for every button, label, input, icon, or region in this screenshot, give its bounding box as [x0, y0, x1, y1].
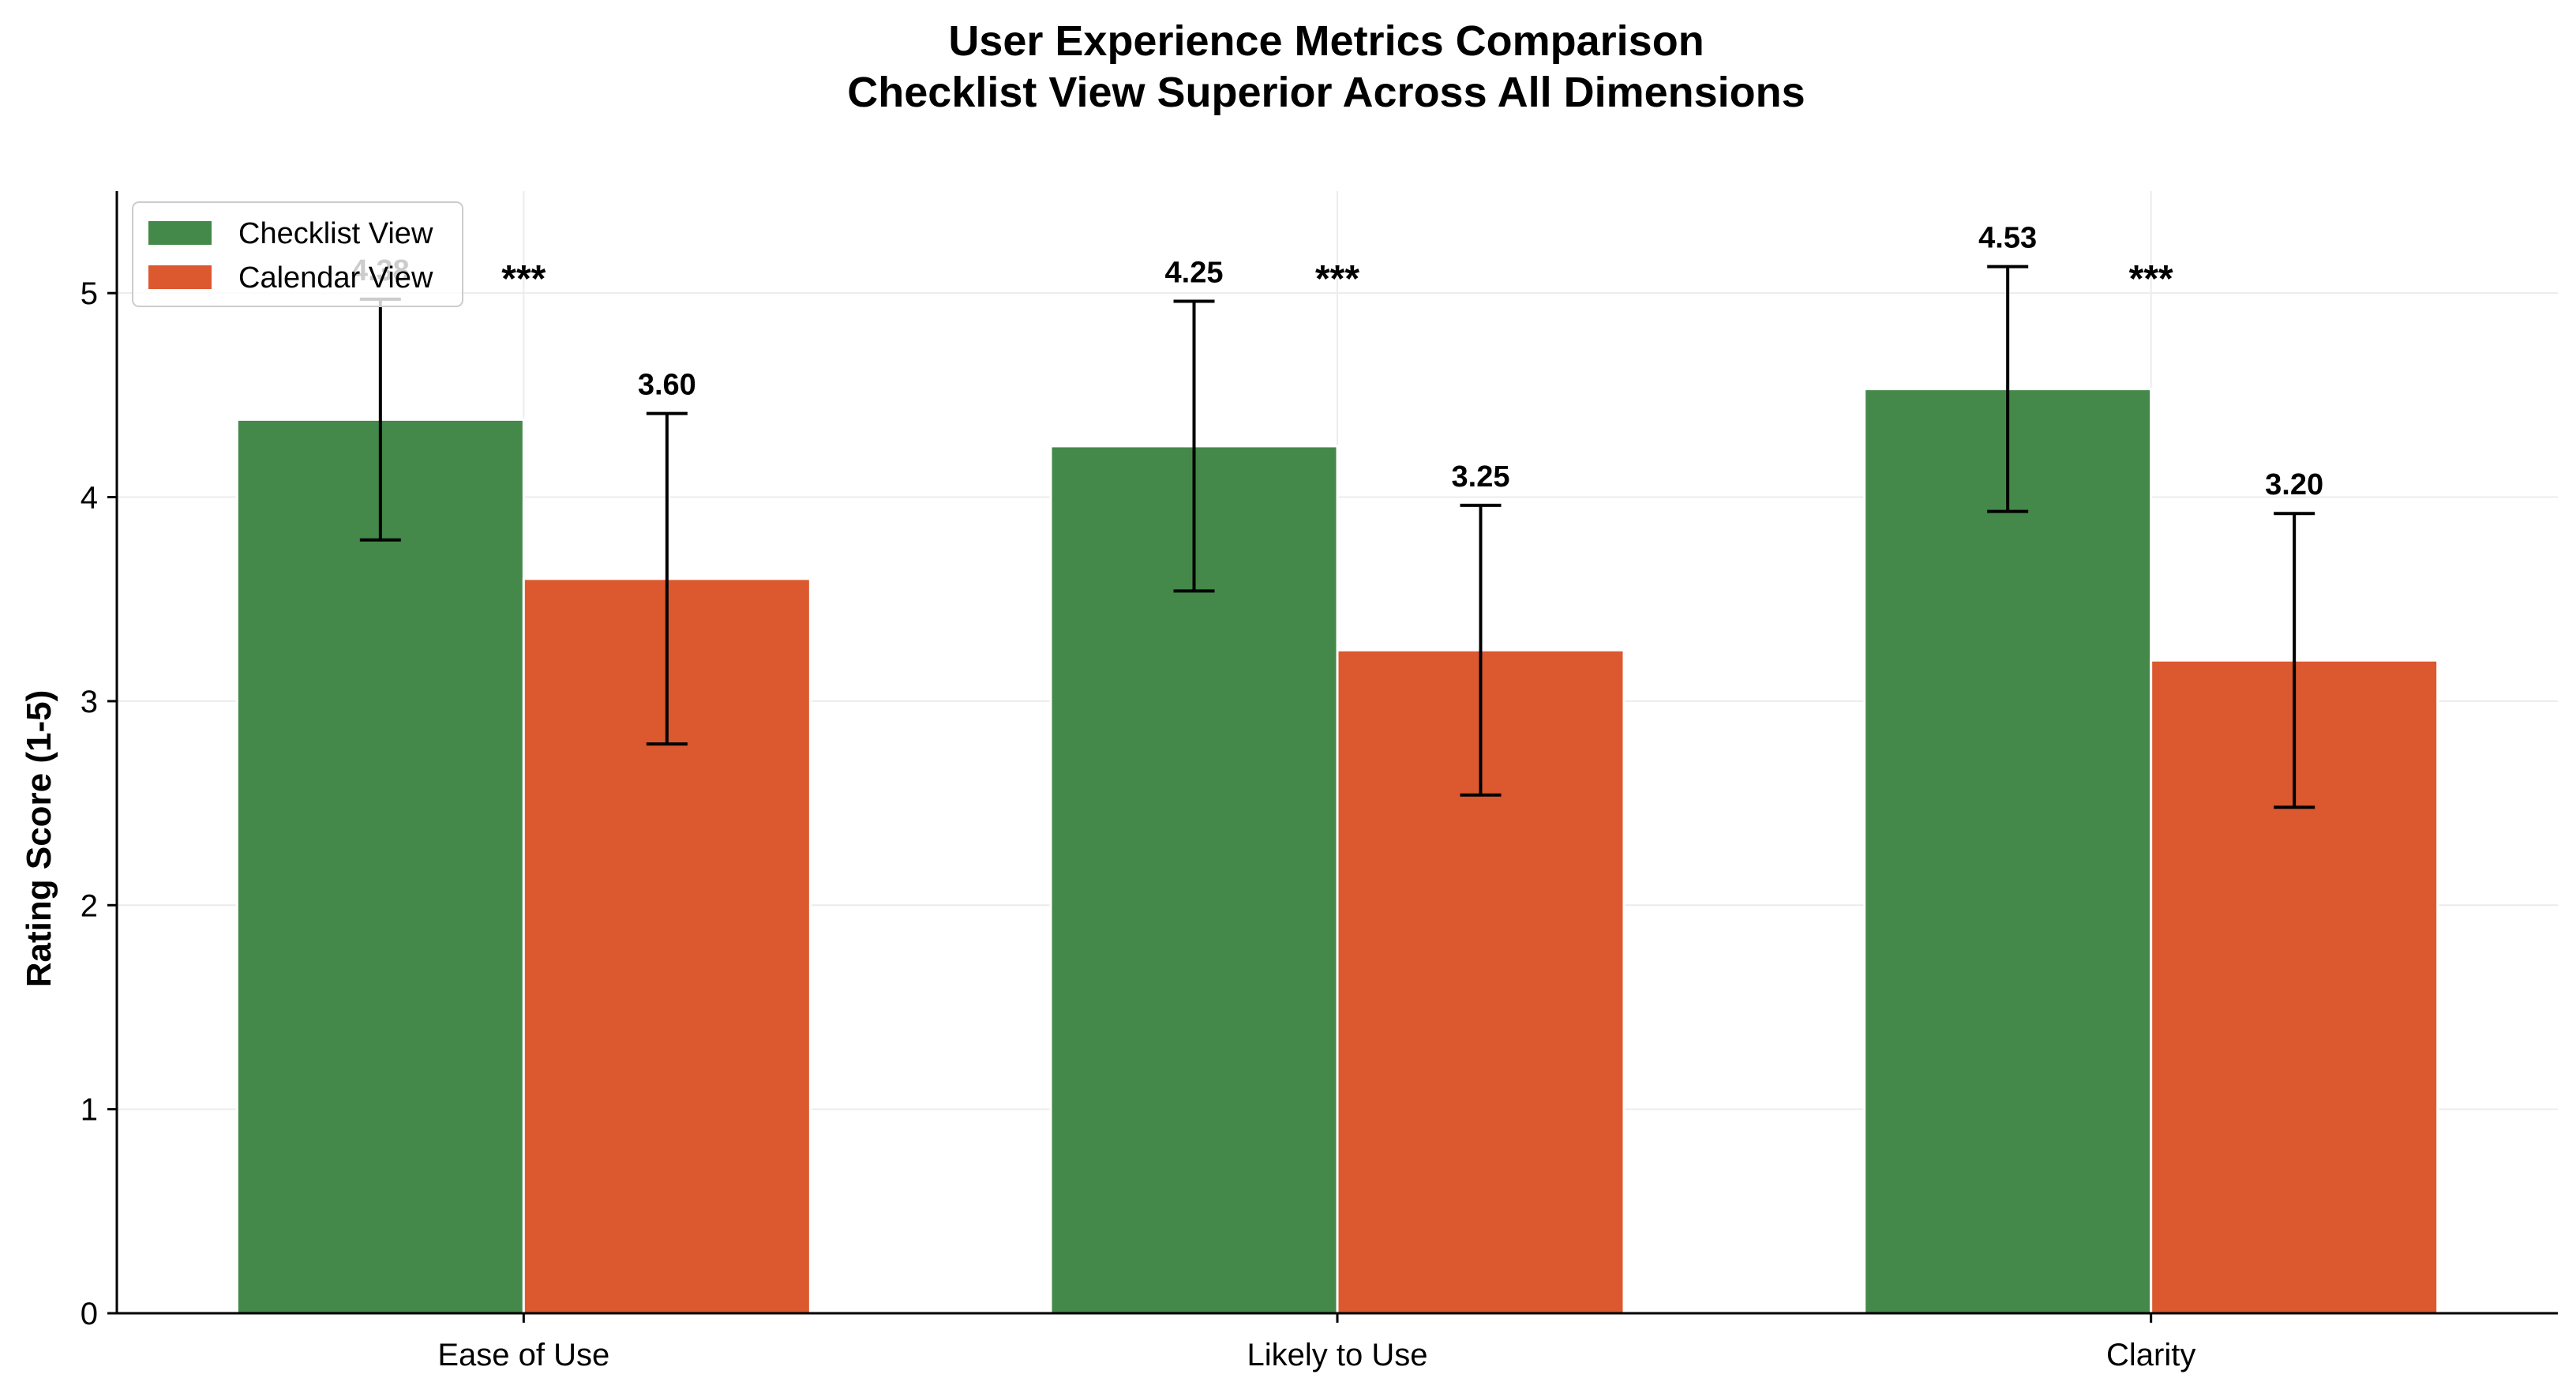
chart-title: User Experience Metrics Comparison [948, 17, 1704, 65]
y-tick-label: 1 [81, 1093, 98, 1128]
x-tick-label: Likely to Use [1247, 1338, 1428, 1372]
y-axis-label: Rating Score (1-5) [20, 690, 58, 988]
x-tick-label: Clarity [2106, 1338, 2195, 1372]
error-bars [359, 265, 2315, 809]
y-tick-label: 4 [81, 481, 98, 516]
bar-checklist [235, 418, 525, 1315]
y-tick-label: 5 [81, 276, 98, 311]
significance-label: *** [2129, 258, 2173, 300]
legend-swatch [148, 265, 212, 289]
legend-swatch [148, 221, 212, 245]
y-tick-label: 3 [81, 685, 98, 719]
legend-label: Checklist View [238, 217, 433, 250]
y-tick-label: 2 [81, 888, 98, 923]
data-label: 3.25 [1452, 460, 1510, 494]
y-tick-label: 0 [81, 1297, 98, 1331]
legend: Checklist View Calendar View [132, 201, 463, 307]
data-label: 4.53 [1978, 222, 2037, 255]
significance-label: *** [1315, 258, 1359, 300]
significance-label: *** [501, 258, 546, 300]
data-label: 3.60 [638, 369, 696, 402]
axes: 0 1 2 3 4 5 Ease of Use Likely to Use Clarity [81, 191, 2558, 1372]
data-label: 3.20 [2265, 468, 2323, 501]
bars [235, 388, 2439, 1315]
chart-subtitle: Checklist View Superior Across All Dimen… [847, 69, 1805, 116]
x-tick-label: Ease of Use [437, 1338, 609, 1372]
bar-calendar [2150, 659, 2439, 1315]
legend-box [132, 201, 463, 307]
bar-checklist [1863, 388, 2153, 1315]
data-label: 4.25 [1165, 257, 1224, 290]
legend-label: Calendar View [238, 261, 433, 295]
